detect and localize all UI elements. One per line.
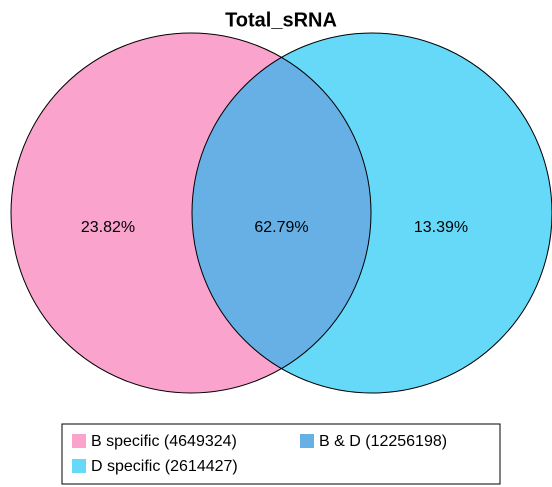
- value-label: 23.82%: [81, 219, 135, 236]
- value-label: 62.79%: [254, 219, 308, 236]
- chart-title: Total_sRNA: [225, 9, 337, 31]
- legend-swatch: [72, 434, 86, 448]
- legend-label: B & D (12256198): [319, 433, 447, 450]
- legend-swatch: [72, 459, 86, 473]
- legend-label: D specific (2614427): [91, 458, 238, 475]
- value-label: 13.39%: [414, 219, 468, 236]
- venn-region: [191, 57, 371, 369]
- legend-swatch: [300, 434, 314, 448]
- legend-box: [61, 423, 501, 485]
- venn-outline: [191, 32, 552, 394]
- legend-label: B specific (4649324): [91, 433, 237, 450]
- venn-outline: [10, 32, 372, 394]
